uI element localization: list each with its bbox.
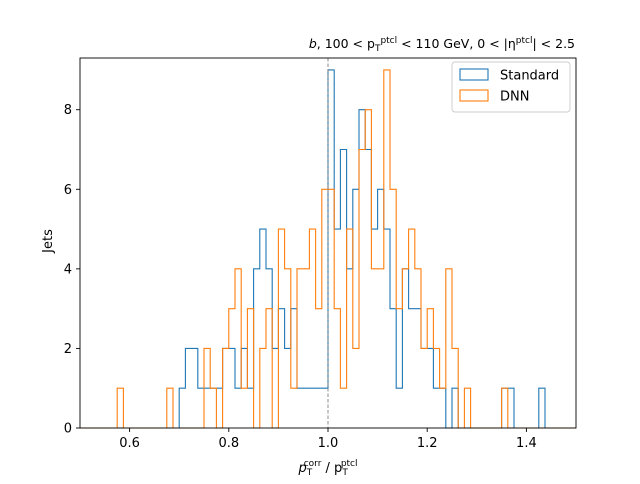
- legend-items: Standard DNN: [459, 68, 559, 105]
- y-tick-label: 2: [64, 342, 72, 357]
- legend-label-standard: Standard: [500, 69, 559, 84]
- y-tick-label: 6: [64, 183, 72, 198]
- x-axis-label: pTcorr / pTptcl: [297, 459, 357, 478]
- y-tick-label: 0: [64, 422, 72, 437]
- y-tick-label: 8: [64, 103, 72, 118]
- y-tick-label: 4: [64, 262, 72, 277]
- legend: Standard DNN: [451, 61, 571, 113]
- legend-swatch-dnn: [459, 89, 489, 102]
- x-axis-ticks: 0.6 0.8 1.0 1.2 1.4: [119, 428, 537, 451]
- x-tick-label: 1.2: [417, 436, 438, 451]
- legend-swatch-standard: [459, 68, 489, 81]
- plot-area: 0.6 0.8 1.0 1.2 1.4 0 2 4 6 8: [64, 57, 577, 451]
- legend-label-dnn: DNN: [500, 90, 529, 105]
- chart-title: b, 100 < pTptcl < 110 GeV, 0 < |ηptcl| <…: [309, 36, 575, 54]
- legend-frame: [451, 61, 571, 113]
- x-tick-label: 1.0: [318, 436, 339, 451]
- y-axis-ticks: 0 2 4 6 8: [64, 103, 80, 437]
- x-tick-label: 0.8: [218, 436, 239, 451]
- x-tick-label: 1.4: [516, 436, 537, 451]
- x-tick-label: 0.6: [119, 436, 140, 451]
- y-axis-label: Jets: [41, 229, 56, 254]
